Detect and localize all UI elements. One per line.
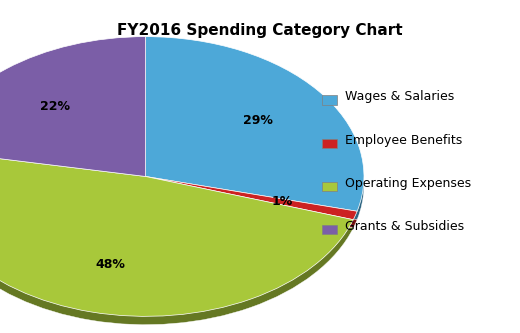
Text: FY2016 Spending Category Chart: FY2016 Spending Category Chart [117, 23, 403, 38]
Text: 29%: 29% [243, 114, 272, 127]
Wedge shape [146, 176, 357, 220]
Wedge shape [146, 185, 357, 228]
Text: Operating Expenses: Operating Expenses [345, 177, 471, 190]
FancyBboxPatch shape [322, 182, 337, 191]
Text: 22%: 22% [40, 100, 70, 113]
Text: Employee Benefits: Employee Benefits [345, 134, 462, 147]
Text: Grants & Subsidies: Grants & Subsidies [345, 220, 464, 233]
Text: 1%: 1% [271, 195, 293, 208]
Wedge shape [0, 150, 353, 316]
FancyBboxPatch shape [322, 139, 337, 148]
Wedge shape [146, 37, 364, 211]
Wedge shape [0, 159, 353, 325]
Wedge shape [0, 45, 146, 185]
Wedge shape [0, 37, 146, 176]
FancyBboxPatch shape [322, 225, 337, 234]
Wedge shape [146, 45, 364, 219]
FancyBboxPatch shape [322, 95, 337, 105]
Text: Wages & Salaries: Wages & Salaries [345, 90, 454, 104]
Text: 48%: 48% [95, 258, 125, 271]
